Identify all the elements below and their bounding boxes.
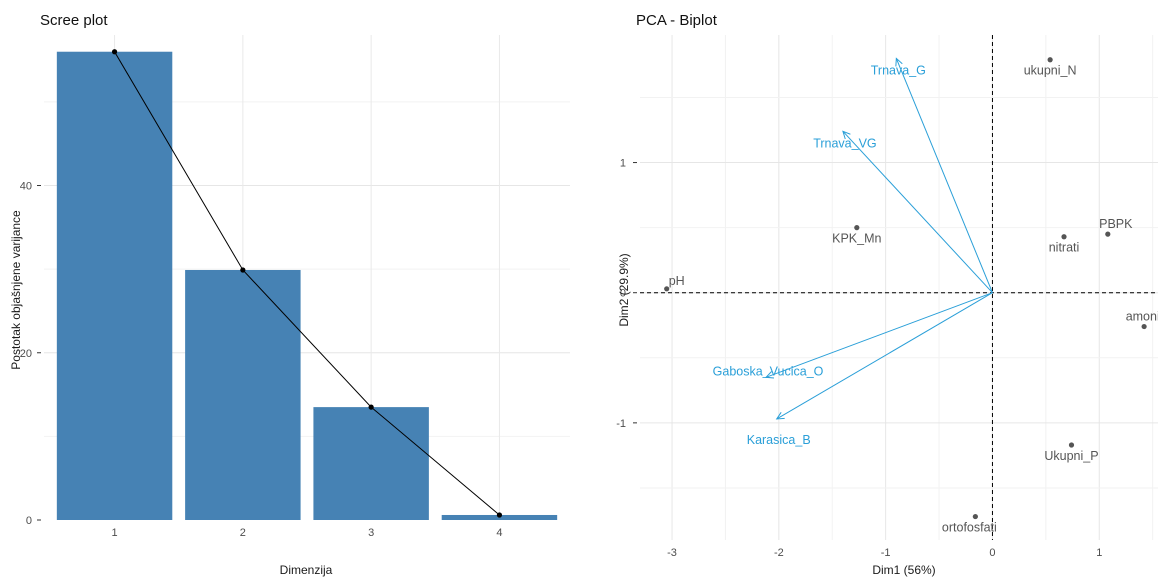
biplot-vector-arrow — [842, 130, 993, 294]
biplot-point-label: KPK_Mn — [832, 232, 881, 246]
biplot-vector-arrowhead — [775, 412, 785, 420]
biplot-point — [1141, 323, 1147, 330]
biplot-panel: PCA - Biplot Trnava_G Trnava_VG Gaboska_Vu… — [616, 12, 1158, 577]
biplot-x-tick-label: -2 — [774, 547, 784, 559]
scree-x-tick-label: 2 — [240, 527, 246, 539]
biplot-vector-arrowhead — [842, 130, 851, 140]
scree-x-tick-label: 4 — [496, 527, 502, 539]
scree-bar — [313, 407, 429, 520]
biplot-y-tick-label: 0 — [620, 288, 626, 300]
biplot-point-label: ortofosfati — [942, 521, 997, 535]
biplot-vector-arrow — [776, 292, 993, 420]
biplot-reference-lines — [640, 35, 1158, 540]
scree-bar — [185, 269, 301, 520]
scree-y-tick-label: 20 — [20, 348, 32, 360]
biplot-x-tick-label: -3 — [667, 547, 677, 559]
biplot-point — [1105, 231, 1111, 237]
scree-bars — [56, 51, 558, 521]
scree-bar — [56, 51, 173, 521]
biplot-gridlines — [640, 35, 1158, 540]
biplot-point — [664, 286, 670, 292]
scree-line-series — [111, 49, 503, 518]
biplot-point-label: amonij — [1126, 310, 1158, 324]
scree-line-point — [111, 49, 118, 55]
biplot-vector-arrowhead — [764, 371, 775, 379]
biplot-y-axis-title: Dim2 (29.9%) — [617, 253, 631, 326]
biplot-vector-label: Gaboska_Vucica_O — [713, 364, 824, 378]
scree-y-tick-label: 40 — [20, 181, 32, 193]
biplot-x-tick-label: 0 — [989, 547, 995, 559]
scree-x-tick-label: 1 — [111, 527, 117, 539]
biplot-vector-label: Karasica_B — [747, 433, 811, 447]
scree-line-point — [496, 512, 503, 518]
biplot-x-axis-title: Dim1 (56%) — [872, 563, 935, 577]
scree-line-point — [240, 267, 246, 273]
biplot-title: PCA - Biplot — [636, 12, 718, 29]
scree-y-tick-label: 0 — [26, 515, 32, 527]
biplot-x-tick-label: 1 — [1096, 547, 1102, 559]
scree-line-point — [368, 404, 374, 410]
biplot-y-tick-label: 1 — [620, 158, 626, 170]
scree-title: Scree plot — [40, 12, 108, 29]
biplot-point-label: ukupni_N — [1024, 64, 1077, 78]
biplot-vector-arrow — [765, 292, 993, 378]
biplot-point — [1068, 442, 1075, 448]
biplot-vector-arrowhead — [895, 57, 903, 67]
biplot-variable-vectors: Trnava_G Trnava_VG Gaboska_Vucica_O Karasic… — [713, 57, 993, 447]
scree-y-axis-title: Postotak objašnjene varijance — [9, 210, 23, 370]
scree-x-axis-title: Dimenzija — [280, 563, 333, 577]
scree-x-tick-label: 3 — [368, 527, 374, 539]
biplot-point-label: pH — [669, 274, 685, 288]
biplot-point-label: Ukupni_P — [1044, 449, 1098, 463]
biplot-point — [854, 225, 860, 231]
biplot-vector-arrow — [895, 58, 993, 293]
biplot-point — [972, 513, 978, 520]
biplot-tick-labels: -3 -2 -1 0 1 -1 0 1 — [616, 158, 1102, 559]
biplot-y-tick-label: -1 — [616, 418, 626, 430]
biplot-vector-label: Trnava_VG — [813, 136, 876, 150]
biplot-point-label: PBPK — [1099, 217, 1133, 231]
biplot-point-label: nitrati — [1049, 241, 1080, 255]
biplot-point — [1047, 57, 1053, 63]
biplot-vector-label: Trnava_G — [871, 63, 926, 77]
biplot-x-tick-label: -1 — [881, 547, 891, 559]
biplot-point — [1061, 234, 1067, 240]
scree-line — [114, 51, 500, 516]
